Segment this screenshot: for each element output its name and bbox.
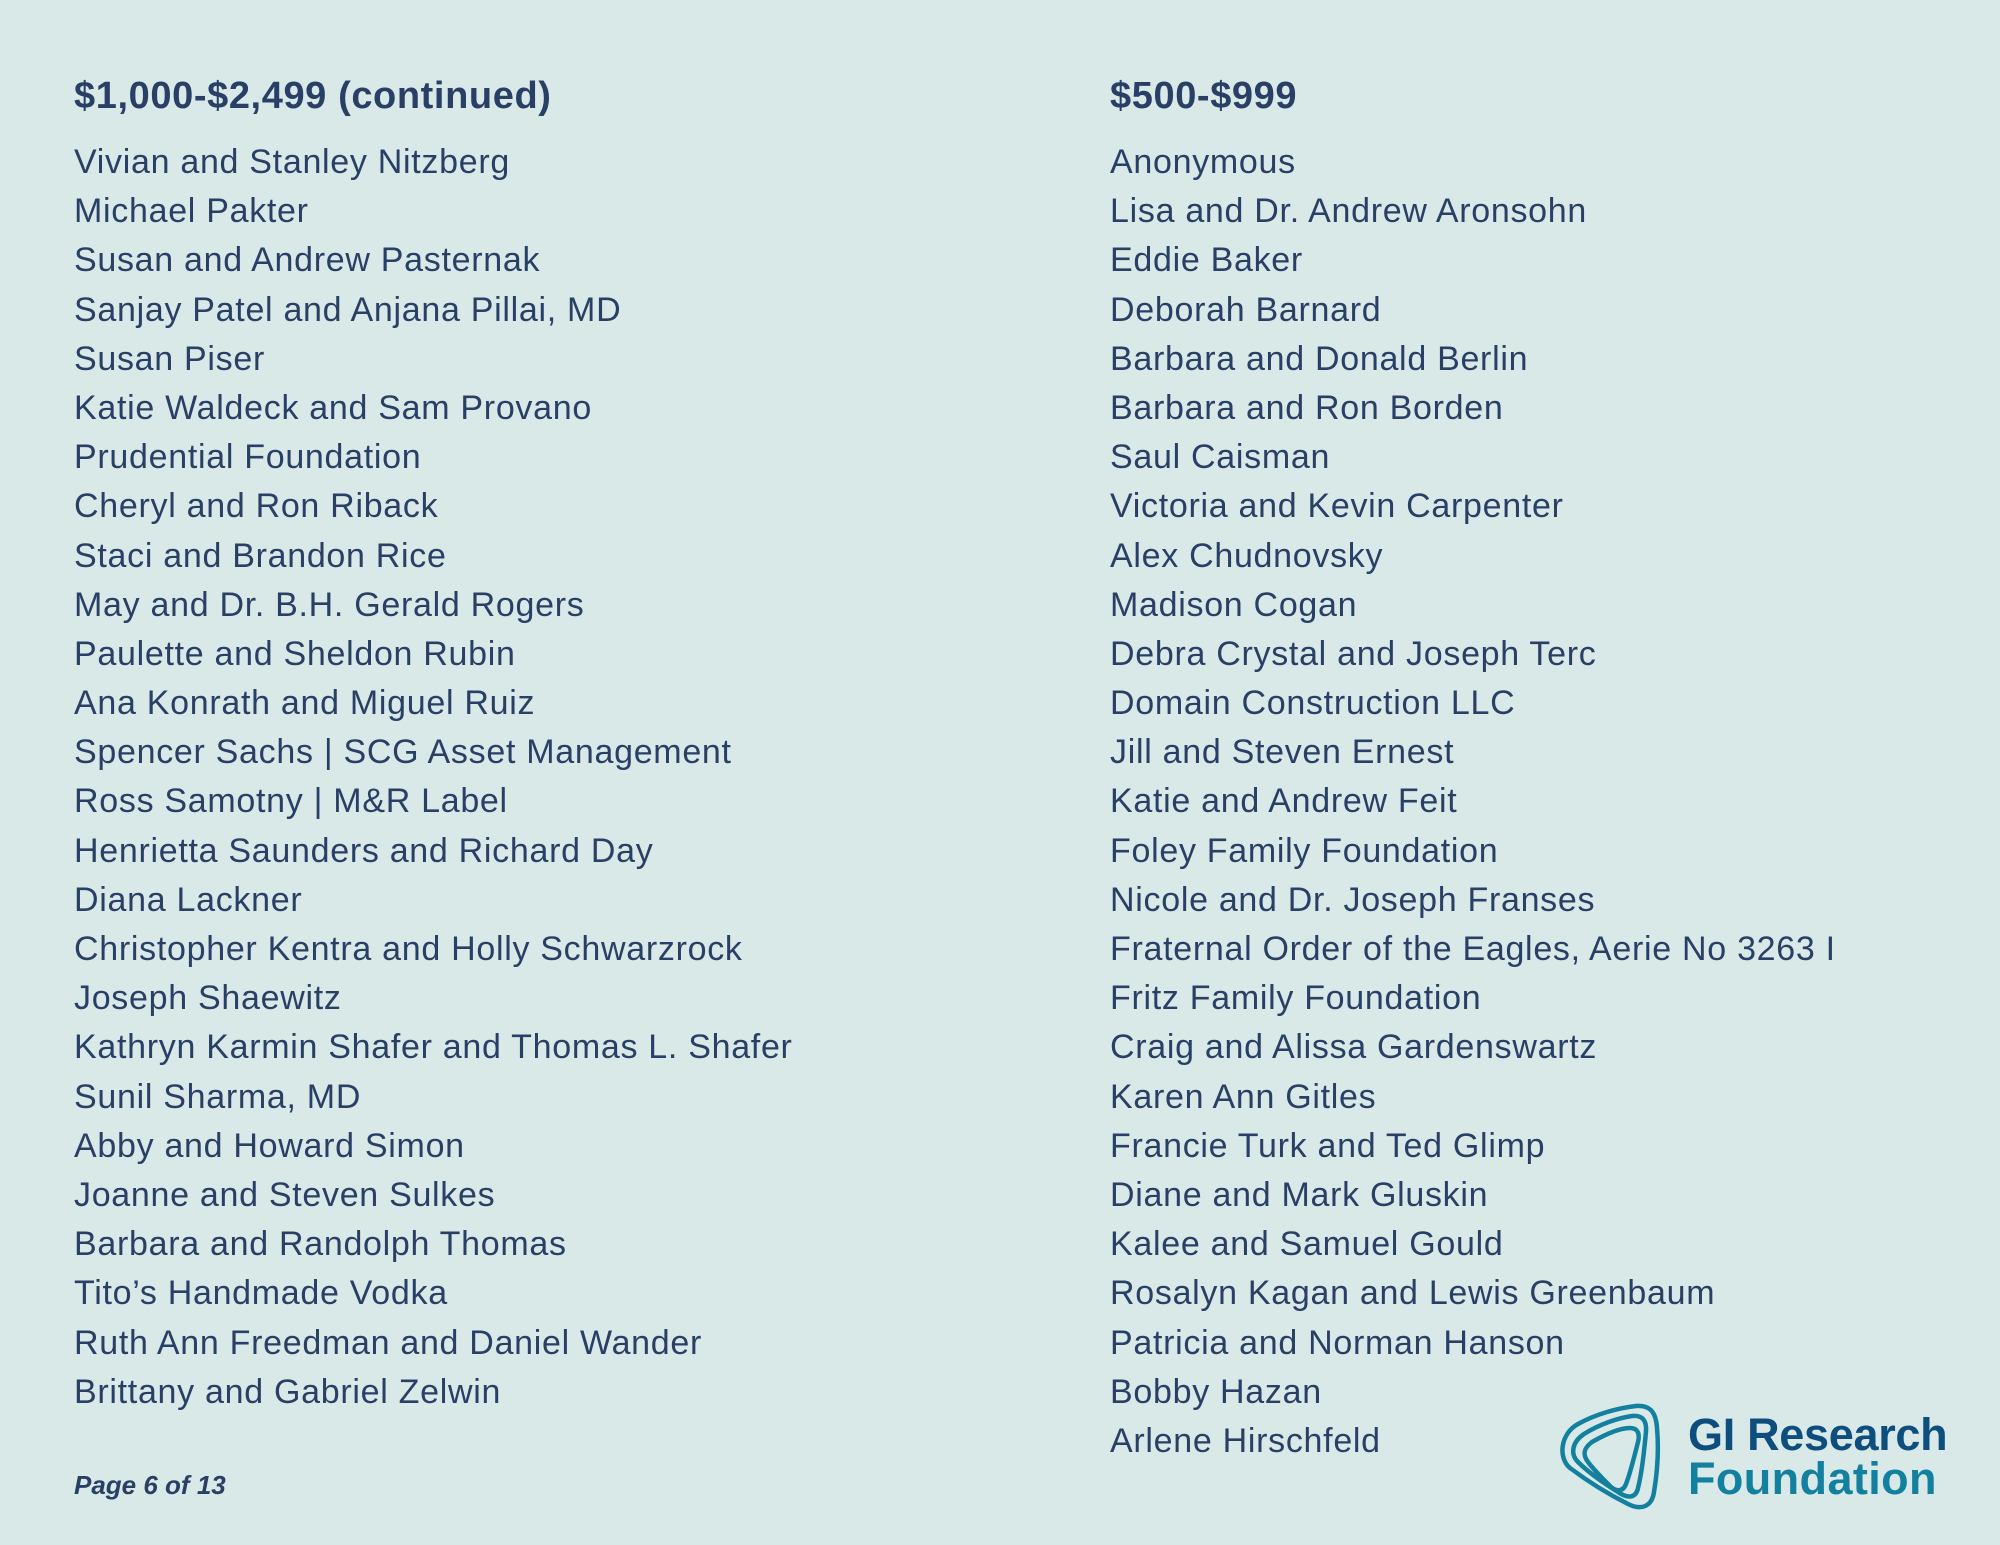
donor-name: Sunil Sharma, MD — [74, 1077, 362, 1116]
donor-name: Susan Piser — [74, 339, 266, 378]
donor-name: Fraternal Order of the Eagles, Aerie No … — [1110, 930, 1836, 968]
donor-name: Eddie Baker — [1110, 241, 1303, 280]
donor-name: Ross Samotny | M&R Label — [74, 782, 508, 821]
donor-name: Patricia and Norman Hanson — [1110, 1323, 1565, 1362]
donor-name: Spencer Sachs | SCG Asset Management — [74, 733, 732, 772]
donor-name: Madison Cogan — [1110, 585, 1358, 624]
donor-name: Michael Pakter — [74, 192, 309, 231]
donor-name: Victoria and Kevin Carpenter — [1110, 487, 1564, 526]
donor-name: Fritz Family Foundation — [1110, 979, 1482, 1018]
logo-line-gi-research: GI Research — [1688, 1409, 1948, 1460]
donor-list: Anonymous Lisa and Dr. Andrew Aronsohn Edd… — [1110, 138, 1836, 1466]
donor-name: Barbara and Randolph Thomas — [74, 1225, 567, 1264]
donor-name: Deborah Barnard — [1110, 290, 1382, 329]
donor-name: Henrietta Saunders and Richard Day — [74, 831, 654, 870]
donor-name: Karen Ann Gitles — [1110, 1077, 1377, 1116]
page-number: Page 6 of 13 — [74, 1470, 226, 1500]
donor-name: Foley Family Foundation — [1110, 831, 1499, 870]
donor-name: Barbara and Ron Borden — [1110, 388, 1504, 427]
donor-name: May and Dr. B.H. Gerald Rogers — [74, 585, 585, 624]
donor-name: Craig and Alissa Gardenswartz — [1110, 1028, 1598, 1067]
donor-name: Ruth Ann Freedman and Daniel Wander — [74, 1323, 703, 1362]
donor-name: Rosalyn Kagan and Lewis Greenbaum — [1110, 1274, 1716, 1313]
donor-name: Sanjay Patel and Anjana Pillai, MD — [74, 290, 622, 329]
donor-name: Diana Lackner — [74, 880, 303, 919]
logo-line-foundation: Foundation — [1688, 1453, 1937, 1504]
nested-rounded-triangles-icon — [1560, 1403, 1661, 1510]
donor-name: Bobby Hazan — [1110, 1372, 1322, 1411]
donor-name: Kalee and Samuel Gould — [1110, 1225, 1504, 1264]
donor-name: Joseph Shaewitz — [74, 979, 342, 1018]
gi-research-foundation-logo: GI Research Foundation — [1556, 1400, 1966, 1515]
donor-name: Staci and Brandon Rice — [74, 536, 447, 575]
section-heading: $500-$999 — [1110, 75, 1298, 117]
donor-name: Paulette and Sheldon Rubin — [74, 634, 516, 673]
donor-name: Tito’s Handmade Vodka — [74, 1274, 448, 1313]
donor-name: Francie Turk and Ted Glimp — [1110, 1126, 1546, 1165]
donor-name: Prudential Foundation — [74, 438, 422, 477]
donor-name: Alex Chudnovsky — [1110, 536, 1384, 575]
donor-name: Diane and Mark Gluskin — [1110, 1175, 1489, 1214]
donor-name: Abby and Howard Simon — [74, 1126, 465, 1165]
donor-name: Susan and Andrew Pasternak — [74, 241, 541, 280]
donor-name: Joanne and Steven Sulkes — [74, 1175, 496, 1214]
donor-name: Cheryl and Ron Riback — [74, 487, 439, 526]
donor-name: Katie and Andrew Feit — [1110, 782, 1458, 821]
donor-name: Kathryn Karmin Shafer and Thomas L. Shaf… — [74, 1028, 793, 1067]
donor-name: Brittany and Gabriel Zelwin — [74, 1372, 502, 1411]
section-heading: $1,000-$2,499 (continued) — [74, 75, 552, 117]
donor-name: Lisa and Dr. Andrew Aronsohn — [1110, 192, 1588, 231]
donor-name: Ana Konrath and Miguel Ruiz — [74, 684, 536, 723]
donor-name: Nicole and Dr. Joseph Franses — [1110, 880, 1596, 919]
donor-list: Vivian and Stanley Nitzberg Michael Pakte… — [74, 138, 793, 1417]
donor-name: Saul Caisman — [1110, 438, 1331, 477]
donor-name: Anonymous — [1110, 143, 1296, 181]
donor-name: Barbara and Donald Berlin — [1110, 339, 1529, 378]
donor-name: Domain Construction LLC — [1110, 684, 1516, 723]
donor-name: Vivian and Stanley Nitzberg — [74, 143, 510, 181]
donor-name: Debra Crystal and Joseph Terc — [1110, 634, 1597, 673]
donor-name: Katie Waldeck and Sam Provano — [74, 388, 592, 427]
donor-name: Christopher Kentra and Holly Schwarzrock — [74, 930, 743, 968]
donor-name: Jill and Steven Ernest — [1110, 733, 1455, 772]
logo-wordmark: GI Research Foundation — [1688, 1409, 1948, 1504]
donor-name: Arlene Hirschfeld — [1110, 1421, 1381, 1460]
